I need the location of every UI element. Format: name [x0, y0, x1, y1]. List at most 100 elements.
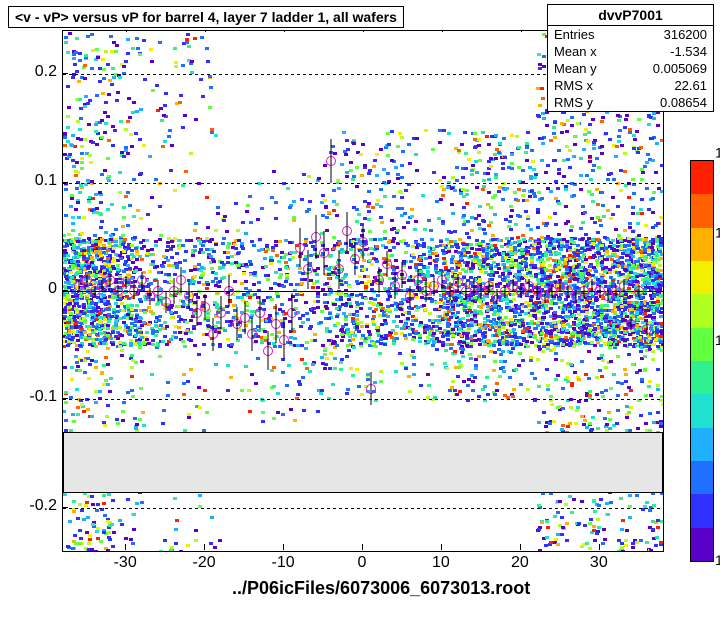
density-bin — [66, 545, 70, 548]
density-bin — [560, 331, 564, 334]
density-bin — [451, 255, 455, 258]
density-bin — [118, 519, 122, 522]
density-bin — [376, 329, 380, 332]
density-bin — [556, 187, 560, 190]
density-bin — [141, 411, 145, 414]
density-bin — [332, 236, 336, 239]
density-bin — [301, 376, 305, 379]
density-bin — [367, 190, 371, 193]
density-bin — [383, 230, 387, 233]
density-bin — [302, 409, 306, 412]
density-bin — [515, 135, 519, 138]
density-bin — [72, 420, 76, 423]
density-bin — [552, 126, 556, 129]
density-bin — [478, 227, 482, 230]
density-bin — [399, 320, 403, 323]
density-bin — [529, 228, 533, 231]
density-bin — [66, 115, 70, 118]
density-bin — [577, 313, 581, 316]
density-bin — [348, 285, 352, 288]
density-bin — [355, 280, 359, 283]
density-bin — [549, 307, 553, 310]
density-bin — [499, 353, 503, 356]
density-bin — [438, 141, 442, 144]
density-bin — [173, 47, 177, 50]
density-bin — [370, 252, 374, 255]
density-bin — [102, 77, 106, 80]
density-bin — [122, 250, 126, 253]
density-bin — [473, 132, 477, 135]
density-bin — [106, 520, 110, 523]
density-bin — [120, 523, 124, 526]
density-bin — [421, 194, 425, 197]
density-bin — [78, 59, 82, 62]
density-bin — [163, 140, 167, 143]
density-bin — [392, 195, 396, 198]
density-bin — [559, 248, 563, 251]
density-bin — [134, 132, 138, 135]
density-bin — [537, 504, 541, 507]
density-bin — [193, 245, 197, 248]
density-bin — [139, 172, 143, 175]
density-bin — [355, 368, 359, 371]
density-bin — [108, 390, 112, 393]
density-bin — [363, 340, 367, 343]
density-bin — [509, 351, 513, 354]
density-bin — [149, 282, 153, 285]
density-bin — [121, 243, 125, 246]
density-bin — [573, 342, 577, 345]
density-bin — [370, 263, 374, 266]
density-bin — [414, 332, 418, 335]
density-bin — [493, 194, 497, 197]
density-bin — [510, 209, 514, 212]
density-bin — [96, 527, 100, 530]
density-bin — [383, 237, 387, 240]
density-bin — [528, 195, 532, 198]
density-bin — [450, 343, 454, 346]
density-bin — [303, 258, 307, 261]
density-bin — [284, 261, 288, 264]
density-bin — [233, 243, 237, 246]
density-bin — [545, 307, 549, 310]
density-bin — [80, 186, 84, 189]
density-bin — [106, 115, 110, 118]
density-bin — [244, 232, 248, 235]
density-bin — [100, 372, 104, 375]
density-bin — [531, 160, 535, 163]
density-bin — [96, 56, 100, 59]
density-bin — [514, 223, 518, 226]
density-bin — [270, 333, 274, 336]
density-bin — [80, 161, 84, 164]
density-bin — [411, 350, 415, 353]
density-bin — [174, 311, 178, 314]
density-bin — [478, 310, 482, 313]
density-bin — [98, 240, 102, 243]
density-bin — [245, 210, 249, 213]
density-bin — [69, 396, 73, 399]
density-bin — [209, 542, 213, 545]
density-bin — [95, 48, 99, 51]
density-bin — [406, 221, 410, 224]
density-bin — [427, 384, 431, 387]
density-bin — [83, 77, 87, 80]
density-bin — [285, 274, 289, 277]
density-bin — [78, 128, 82, 131]
density-bin — [316, 267, 320, 270]
density-bin — [76, 260, 80, 263]
density-bin — [501, 272, 505, 275]
density-bin — [244, 365, 248, 368]
density-bin — [226, 246, 230, 249]
density-bin — [473, 376, 477, 379]
density-bin — [110, 203, 114, 206]
density-bin — [351, 338, 355, 341]
density-bin — [510, 153, 514, 156]
density-bin — [567, 303, 571, 306]
density-bin — [135, 502, 139, 505]
density-bin — [124, 60, 128, 63]
density-bin — [400, 176, 404, 179]
density-bin — [368, 230, 372, 233]
density-bin — [513, 315, 517, 318]
density-bin — [412, 356, 416, 359]
density-bin — [240, 389, 244, 392]
density-bin — [333, 303, 337, 306]
